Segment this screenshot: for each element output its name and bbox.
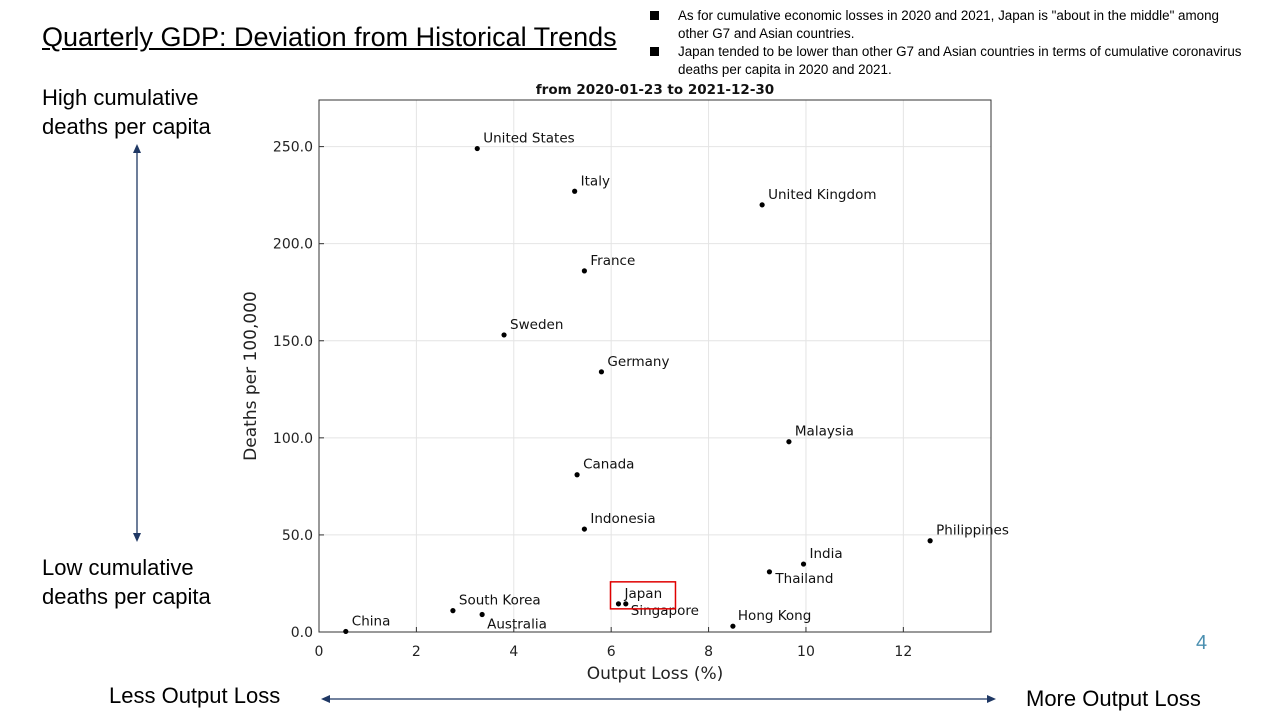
point-label: United Kingdom <box>768 187 876 203</box>
x-tick-label: 2 <box>412 644 421 660</box>
data-point <box>450 608 456 614</box>
slide-title: Quarterly GDP: Deviation from Historical… <box>42 22 617 52</box>
x-tick-label: 0 <box>315 644 324 660</box>
data-point <box>574 472 580 478</box>
chart-title: from 2020-01-23 to 2021-12-30 <box>536 82 774 98</box>
point-label: Hong Kong <box>738 608 811 624</box>
arrow-left-icon <box>321 695 330 703</box>
square-bullet-icon <box>650 11 659 20</box>
data-point <box>615 601 622 607</box>
arrow-up-icon <box>133 144 141 153</box>
data-point <box>501 332 507 338</box>
point-label: Indonesia <box>590 511 655 527</box>
data-point <box>343 628 349 635</box>
data-point <box>474 145 480 152</box>
point-label: Canada <box>583 457 634 473</box>
point-label: France <box>590 253 635 269</box>
data-point <box>572 188 578 194</box>
point-label: Thailand <box>774 571 833 587</box>
point-label: Japan <box>623 586 662 602</box>
data-point <box>927 538 933 544</box>
direction-arrows <box>133 144 996 703</box>
bullet-text: As for cumulative economic losses in 202… <box>678 8 1219 41</box>
high-deaths-label: High cumulative deaths per capita <box>42 85 211 139</box>
data-point <box>786 439 792 445</box>
bullet-list: As for cumulative economic losses in 202… <box>648 7 1248 79</box>
point-label: Australia <box>487 617 547 633</box>
y-tick-label: 250.0 <box>273 140 313 156</box>
point-label: Italy <box>581 173 610 189</box>
square-bullet-icon <box>650 47 659 56</box>
point-label: Philippines <box>936 523 1009 539</box>
x-tick-label: 8 <box>704 644 713 660</box>
point-label: United States <box>483 131 574 147</box>
more-output-loss-label: More Output Loss <box>1026 686 1201 711</box>
highlight-box <box>609 581 677 610</box>
point-label: South Korea <box>459 593 541 609</box>
y-tick-label: 100.0 <box>273 431 313 447</box>
point-label: Singapore <box>631 603 699 619</box>
data-points: United States Italy United Kingdom France Sw… <box>343 131 1009 635</box>
data-point <box>759 202 765 208</box>
plot-frame <box>318 99 992 633</box>
data-point <box>623 601 629 607</box>
y-tick-label: 150.0 <box>273 334 313 350</box>
x-tick-label: 6 <box>607 644 616 660</box>
y-tick-label: 200.0 <box>273 237 313 253</box>
data-point <box>581 526 587 532</box>
axis-ticks: 0 2 4 6 8 10 12 0.0 50.0 100.0 150.0 200.0 250.0 <box>273 140 912 660</box>
bullet-item: Japan tended to be lower than other G7 a… <box>648 43 1248 79</box>
point-label: China <box>352 613 391 629</box>
page-number: 4 <box>1196 632 1208 654</box>
data-point <box>479 611 485 618</box>
point-label: Sweden <box>510 317 563 333</box>
data-point <box>730 623 736 629</box>
point-label: Malaysia <box>795 424 854 440</box>
bullet-text: Japan tended to be lower than other G7 a… <box>678 44 1242 77</box>
low-deaths-label: Low cumulative deaths per capita <box>42 555 211 609</box>
point-label: India <box>810 546 843 562</box>
data-point <box>800 561 807 567</box>
data-point <box>766 569 773 575</box>
arrow-down-icon <box>133 533 141 542</box>
point-label: Germany <box>607 354 669 370</box>
arrow-right-icon <box>987 695 996 703</box>
y-tick-label: 50.0 <box>282 528 313 544</box>
data-point <box>581 268 587 274</box>
x-tick-label: 12 <box>894 644 912 660</box>
x-axis-label: Output Loss (%) <box>587 664 724 684</box>
y-axis-label: Deaths per 100,000 <box>241 291 261 461</box>
x-tick-label: 4 <box>509 644 518 660</box>
less-output-loss-label: Less Output Loss <box>109 683 281 708</box>
x-tick-label: 10 <box>797 644 815 660</box>
y-tick-label: 0.0 <box>291 625 313 641</box>
data-point <box>598 369 605 375</box>
bullet-item: As for cumulative economic losses in 202… <box>648 7 1248 43</box>
grid-lines <box>319 100 991 632</box>
